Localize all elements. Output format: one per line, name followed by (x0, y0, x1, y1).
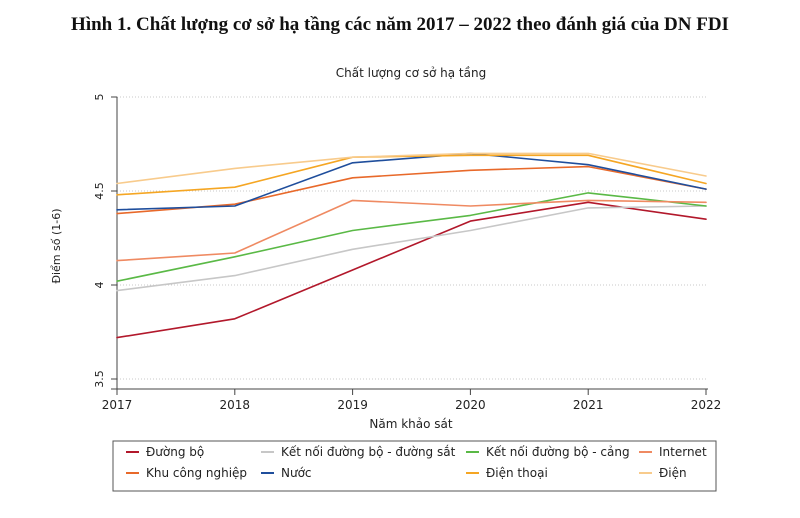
legend-label: Điện thoại (486, 466, 548, 480)
gridlines (117, 96, 706, 380)
legend-label: Kết nối đường bộ - đường sắt (281, 445, 456, 459)
legend-label: Điện (659, 466, 687, 480)
series-line (116, 165, 707, 215)
legend-label: Khu công nghiệp (146, 466, 247, 480)
legend-label: Nước (281, 466, 312, 480)
x-tick-label: 2020 (455, 398, 486, 412)
legend-label: Đường bộ (146, 445, 204, 459)
legend-box (112, 440, 717, 492)
y-tick-label: 4 (93, 282, 106, 289)
series-line (116, 152, 707, 185)
series-line (116, 205, 707, 292)
series-lines (116, 152, 707, 339)
legend-label: Internet (659, 445, 707, 459)
y-tick-label: 4.5 (93, 182, 106, 200)
x-tick-label: 2017 (102, 398, 133, 412)
x-tick-label: 2019 (337, 398, 368, 412)
series-line (116, 192, 707, 283)
figure-title: Hình 1. Chất lượng cơ sở hạ tầng các năm… (71, 14, 729, 35)
x-axis-label: Năm khảo sát (369, 417, 453, 431)
x-tick-label: 2022 (691, 398, 722, 412)
series-line (116, 152, 707, 211)
series-line (116, 154, 707, 196)
y-tick-label: 5 (93, 94, 106, 101)
legend-label: Kết nối đường bộ - cảng (486, 445, 630, 459)
legend: Đường bộ Kết nối đường bộ - đường sắt Kết … (112, 440, 717, 492)
series-line (116, 199, 707, 262)
x-tick-label: 2018 (220, 398, 251, 412)
y-axis-label: Điểm số (1-6) (50, 208, 63, 283)
series-line (116, 201, 707, 339)
chart-title: Chất lượng cơ sở hạ tầng (336, 66, 486, 80)
y-tick-label: 3.5 (93, 370, 106, 388)
x-tick-label: 2021 (573, 398, 604, 412)
axes: 3.5 4 4.5 5 2017 2018 2019 2020 2021 2022 (93, 94, 721, 413)
